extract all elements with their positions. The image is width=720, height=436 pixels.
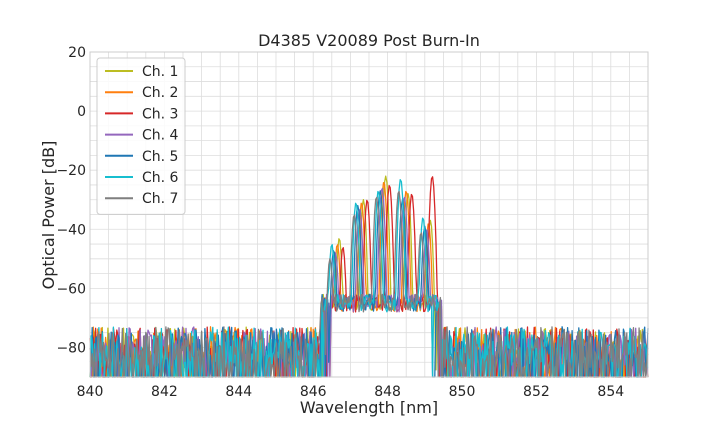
y-tick-label: −80	[56, 340, 86, 356]
x-tick-label: 850	[449, 384, 476, 400]
y-tick-label: −60	[56, 281, 86, 297]
x-tick-label: 852	[523, 384, 550, 400]
legend-label: Ch. 5	[142, 149, 178, 165]
legend-label: Ch. 7	[142, 191, 178, 207]
y-tick-label: −20	[56, 163, 86, 179]
x-tick-label: 842	[151, 384, 178, 400]
x-tick-label: 854	[597, 384, 624, 400]
x-tick-label: 846	[300, 384, 327, 400]
x-tick-label: 840	[77, 384, 104, 400]
x-tick-label: 844	[225, 384, 252, 400]
legend-box	[96, 57, 186, 215]
tick-labels: 840 842 844 846 848 850 852 854 20 0 −20 −40 −60 −80	[56, 45, 624, 400]
plot-frame	[89, 51, 649, 378]
y-tick-label: −40	[56, 222, 86, 238]
x-tick-label: 848	[374, 384, 401, 400]
y-tick-label: 0	[77, 104, 86, 120]
legend: Ch. 1 Ch. 2 Ch. 3 Ch. 4 Ch. 5 Ch. 6 Ch. 7	[96, 57, 186, 215]
legend-label: Ch. 2	[142, 85, 178, 101]
legend-label: Ch. 6	[142, 170, 179, 186]
legend-label: Ch. 3	[142, 106, 178, 122]
y-axis-label: Optical Power [dB]	[39, 141, 58, 290]
x-axis-label: Wavelength [nm]	[300, 398, 438, 417]
chart-title: D4385 V20089 Post Burn-In	[258, 31, 480, 50]
y-tick-label: 20	[68, 45, 86, 61]
legend-label: Ch. 4	[142, 128, 179, 144]
legend-label: Ch. 1	[142, 64, 178, 80]
